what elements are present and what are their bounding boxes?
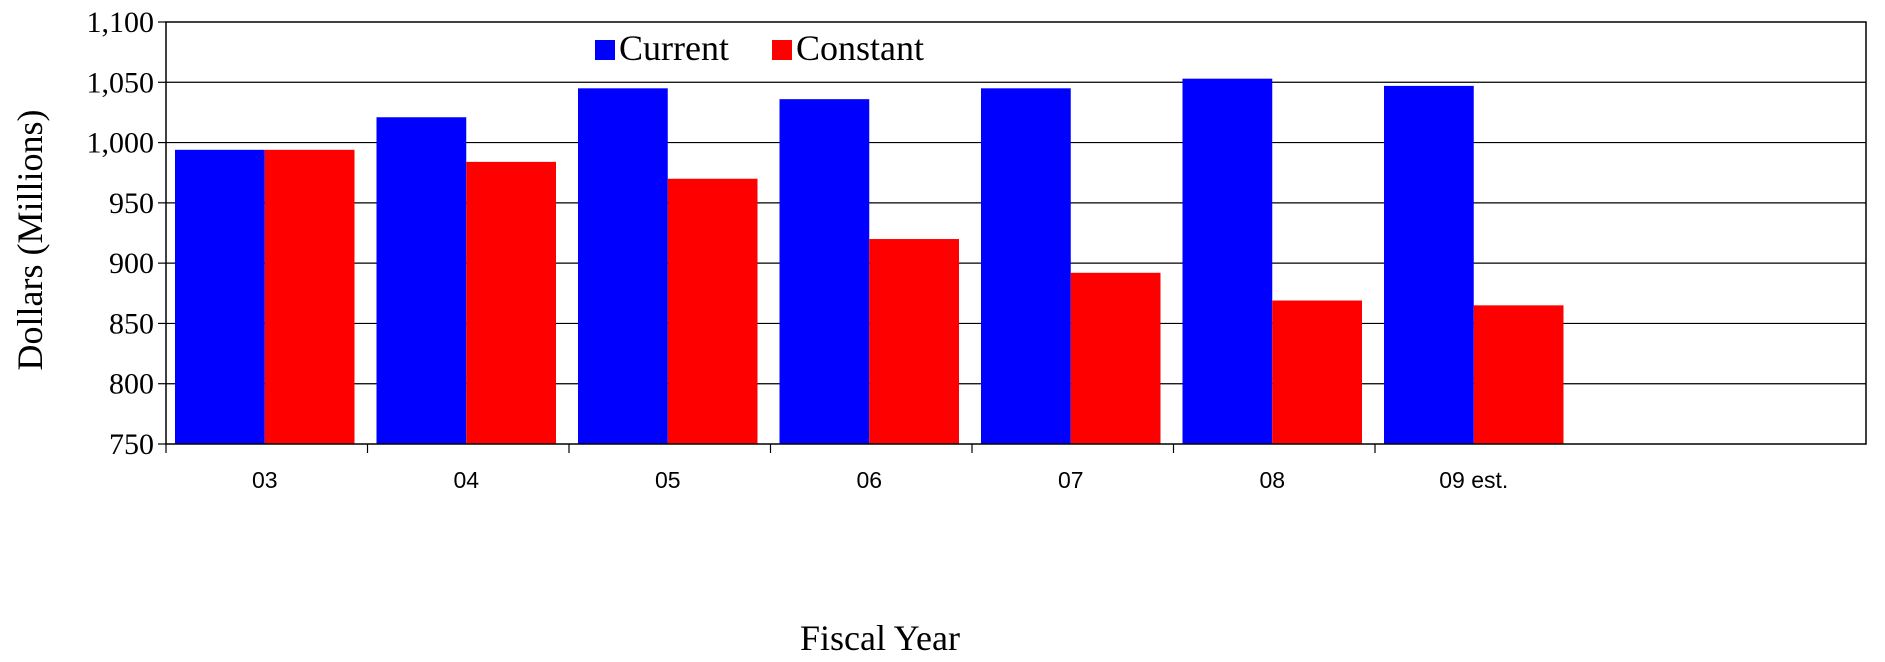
bar-constant-06 (869, 239, 959, 444)
bar-current-07 (981, 88, 1071, 445)
bar-constant-05 (667, 178, 758, 444)
legend-label-constant: Constant (796, 28, 924, 68)
y-tick-label: 1,000 (87, 127, 155, 160)
bars (175, 78, 1564, 445)
y-tick-label: 900 (109, 247, 154, 280)
x-ticks: 03 04 05 06 07 08 09 est. (165, 444, 1508, 493)
legend-swatch-constant (772, 40, 792, 60)
bar-current-06 (779, 99, 870, 444)
legend-swatch-current (595, 40, 615, 60)
bar-current-04 (376, 117, 467, 444)
y-ticks: 750 800 850 900 950 1,000 1,050 1,100 (87, 6, 166, 461)
y-tick-label: 850 (109, 307, 154, 340)
x-tick-label: 03 (252, 467, 278, 493)
legend-label-current: Current (619, 28, 729, 68)
bar-constant-08 (1272, 300, 1362, 444)
x-tick-label: 06 (856, 467, 882, 493)
x-tick-label: 09 est. (1439, 467, 1508, 493)
y-tick-label: 750 (109, 428, 154, 461)
y-tick-label: 1,050 (87, 66, 155, 99)
axes (165, 21, 1867, 445)
plot-frame (165, 21, 1867, 445)
x-tick-label: 04 (453, 467, 479, 493)
y-tick-label: 1,100 (87, 6, 155, 39)
bar-constant-07 (1070, 272, 1161, 444)
y-axis-title: Dollars (Millions) (10, 110, 50, 371)
bar-current-05 (578, 88, 668, 445)
y-tick-label: 950 (109, 187, 154, 220)
legend: Current Constant (595, 28, 924, 68)
bar-current-08 (1182, 78, 1273, 444)
y-tick-label: 800 (109, 368, 154, 401)
x-tick-label: 07 (1058, 467, 1084, 493)
bar-constant-04 (466, 161, 556, 444)
bar-constant-03 (264, 149, 355, 444)
bar-current-09-est- (1384, 85, 1474, 444)
x-tick-label: 05 (655, 467, 681, 493)
x-axis-title: Fiscal Year (800, 618, 960, 658)
bar-current-03 (175, 149, 265, 444)
bar-constant-09-est- (1473, 305, 1564, 444)
x-tick-label: 08 (1259, 467, 1285, 493)
